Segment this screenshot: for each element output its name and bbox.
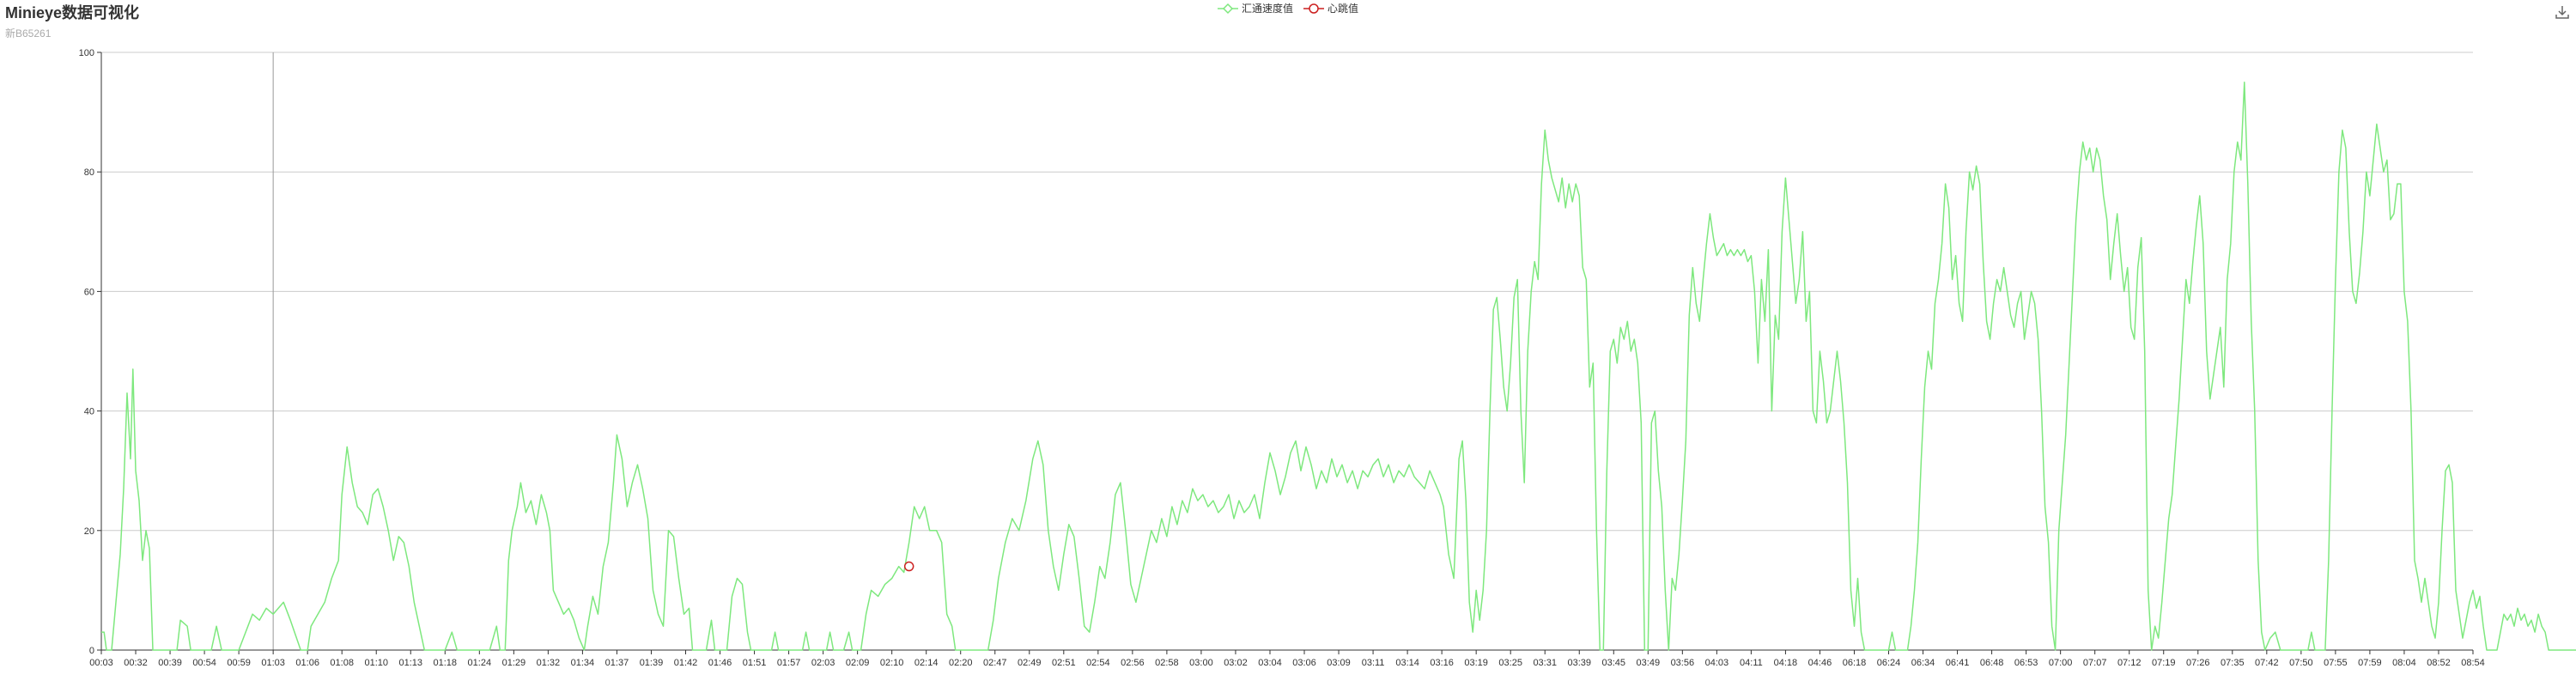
x-tick-label: 01:32 bbox=[537, 658, 561, 668]
x-tick-label: 01:24 bbox=[468, 658, 492, 668]
x-tick-label: 01:18 bbox=[434, 658, 458, 668]
x-tick-label: 02:54 bbox=[1086, 658, 1110, 668]
x-tick-label: 00:59 bbox=[227, 658, 251, 668]
x-tick-label: 01:42 bbox=[674, 658, 698, 668]
y-tick-label-80: 80 bbox=[84, 167, 94, 178]
x-tick-label: 02:03 bbox=[811, 658, 835, 668]
x-tick-label: 01:06 bbox=[295, 658, 319, 668]
x-tick-label: 06:48 bbox=[1980, 658, 2004, 668]
x-tick-label: 07:00 bbox=[2049, 658, 2073, 668]
x-tick-label: 03:39 bbox=[1567, 658, 1591, 668]
x-tick-label: 03:49 bbox=[1637, 658, 1661, 668]
x-tick-label: 04:11 bbox=[1740, 658, 1763, 668]
x-tick-label: 01:03 bbox=[261, 658, 285, 668]
x-tick-label: 01:39 bbox=[640, 658, 664, 668]
x-tick-label: 03:11 bbox=[1362, 658, 1385, 668]
x-tick-label: 02:20 bbox=[949, 658, 973, 668]
x-tick-label: 07:35 bbox=[2221, 658, 2245, 668]
x-tick-label: 07:59 bbox=[2358, 658, 2382, 668]
x-tick-label: 02:14 bbox=[914, 658, 939, 668]
x-tick-label: 03:31 bbox=[1533, 658, 1557, 668]
x-tick-label: 03:14 bbox=[1395, 658, 1419, 668]
x-tick-label: 04:18 bbox=[1774, 658, 1798, 668]
y-tick-label-100: 100 bbox=[79, 48, 94, 58]
x-tick-label: 04:46 bbox=[1808, 658, 1832, 668]
x-tick-label: 07:07 bbox=[2083, 658, 2107, 668]
x-tick-label: 06:24 bbox=[1877, 658, 1901, 668]
x-tick-label: 02:56 bbox=[1121, 658, 1145, 668]
x-tick-label: 01:34 bbox=[571, 658, 595, 668]
x-tick-label: 02:47 bbox=[983, 658, 1007, 668]
x-tick-label: 01:13 bbox=[398, 658, 422, 668]
x-tick-label: 01:08 bbox=[330, 658, 354, 668]
x-tick-label: 03:25 bbox=[1498, 658, 1522, 668]
x-tick-label: 07:55 bbox=[2324, 658, 2348, 668]
x-tick-label: 00:54 bbox=[192, 658, 216, 668]
x-tick-label: 06:18 bbox=[1843, 658, 1867, 668]
x-tick-label: 02:58 bbox=[1155, 658, 1179, 668]
y-tick-label-60: 60 bbox=[84, 287, 94, 297]
x-tick-label: 00:39 bbox=[158, 658, 182, 668]
x-tick-label: 01:51 bbox=[743, 658, 767, 668]
x-tick-label: 04:03 bbox=[1705, 658, 1729, 668]
x-tick-label: 08:52 bbox=[2427, 658, 2451, 668]
x-tick-label: 07:26 bbox=[2186, 658, 2210, 668]
legend-heartbeat-circle bbox=[1309, 3, 1319, 14]
x-tick-label: 01:10 bbox=[364, 658, 388, 668]
series-layer bbox=[101, 82, 2576, 651]
chart-title: Minieye数据可视化 bbox=[5, 4, 140, 21]
legend[interactable]: 汇通速度值 心跳值 bbox=[1218, 2, 1358, 15]
y-tick-label-40: 40 bbox=[84, 407, 94, 417]
x-tick-label: 03:00 bbox=[1189, 658, 1213, 668]
x-tick-label: 01:46 bbox=[708, 658, 732, 668]
legend-speed-diamond bbox=[1222, 3, 1234, 15]
x-tick-label: 07:12 bbox=[2117, 658, 2142, 668]
axis-layer: 0 20 40 60 80 100 00:03 00:32 00:39 00:54 00:59 01:… bbox=[79, 48, 2485, 668]
x-tick-label: 01:57 bbox=[777, 658, 801, 668]
legend-item-heartbeat[interactable]: 心跳值 bbox=[1303, 2, 1358, 15]
x-tick-label: 01:37 bbox=[605, 658, 629, 668]
x-tick-label: 08:04 bbox=[2392, 658, 2416, 668]
x-tick-label: 08:54 bbox=[2461, 658, 2485, 668]
x-tick-label: 02:51 bbox=[1052, 658, 1076, 668]
x-tick-label: 03:45 bbox=[1602, 658, 1626, 668]
chart-subtitle: 新B65261 bbox=[5, 27, 52, 40]
heartbeat-point bbox=[903, 561, 914, 572]
y-tick-label-0: 0 bbox=[89, 646, 94, 656]
y-tick-label-20: 20 bbox=[84, 526, 94, 537]
x-tick-label: 02:10 bbox=[880, 658, 904, 668]
x-tick-label: 03:19 bbox=[1464, 658, 1488, 668]
x-tick-label: 03:02 bbox=[1224, 658, 1248, 668]
x-tick-label: 03:04 bbox=[1258, 658, 1282, 668]
x-tick-label: 07:42 bbox=[2255, 658, 2279, 668]
x-tick-label: 06:41 bbox=[1946, 658, 1970, 668]
x-tick-label: 07:50 bbox=[2289, 658, 2313, 668]
x-tick-label: 03:06 bbox=[1292, 658, 1316, 668]
speed-series-line bbox=[101, 82, 2576, 651]
x-tick-label: 01:29 bbox=[502, 658, 526, 668]
grid-layer bbox=[101, 52, 2473, 650]
x-tick-label: 00:03 bbox=[89, 658, 113, 668]
legend-heartbeat-label: 心跳值 bbox=[1327, 2, 1358, 15]
x-tick-label: 02:09 bbox=[846, 658, 870, 668]
x-tick-label: 06:34 bbox=[1911, 658, 1935, 668]
x-tick-label: 03:09 bbox=[1327, 658, 1351, 668]
x-tick-label: 02:49 bbox=[1018, 658, 1042, 668]
save-as-image-icon[interactable] bbox=[2554, 3, 2571, 21]
x-tick-label: 07:19 bbox=[2152, 658, 2176, 668]
legend-item-speed[interactable]: 汇通速度值 bbox=[1218, 2, 1293, 15]
x-tick-label: 06:53 bbox=[2014, 658, 2038, 668]
x-tick-label: 00:32 bbox=[124, 658, 148, 668]
x-tick-label: 03:16 bbox=[1430, 658, 1454, 668]
legend-speed-label: 汇通速度值 bbox=[1242, 2, 1293, 15]
x-tick-label: 03:56 bbox=[1671, 658, 1695, 668]
